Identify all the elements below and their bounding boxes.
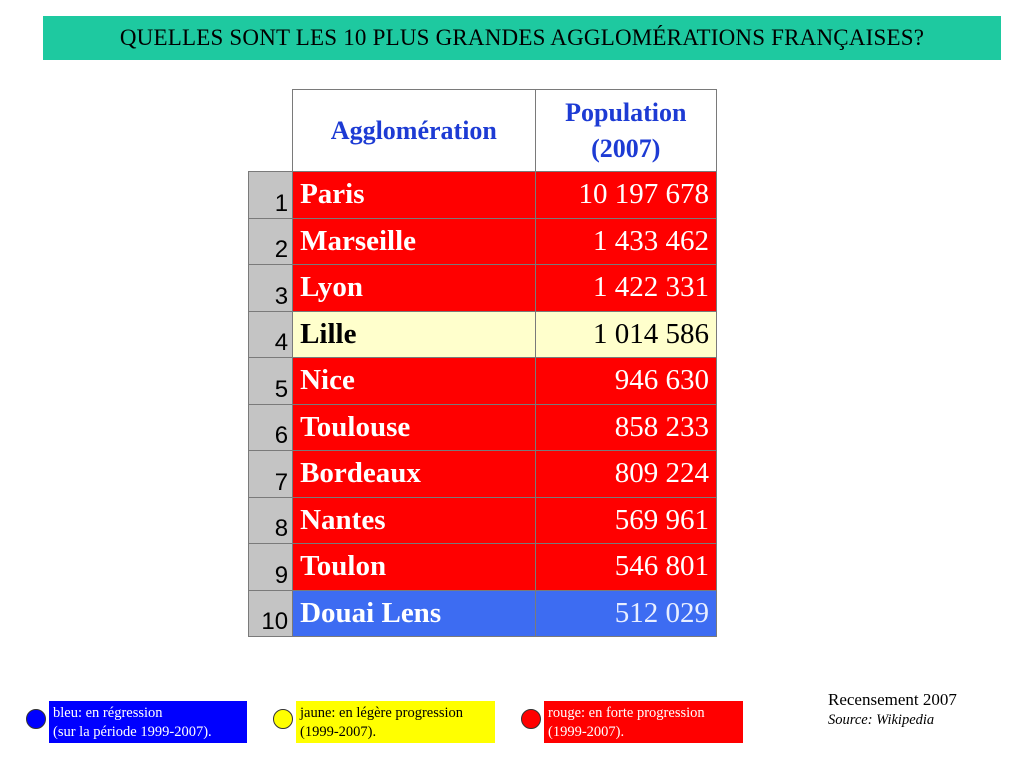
row-rank: 7 — [247, 450, 294, 498]
row-rank: 10 — [247, 589, 294, 637]
table-row: 9 Toulon 546 801 — [247, 543, 718, 591]
header-population-label: Population — [565, 98, 687, 128]
row-population: 1 433 462 — [534, 217, 718, 265]
census-label: Recensement 2007 — [828, 690, 957, 709]
row-agglomeration-name: Toulouse — [292, 403, 536, 451]
row-population: 1 422 331 — [534, 264, 718, 312]
row-rank: 1 — [247, 171, 294, 219]
legend-yellow-line2: (1999-2007). — [300, 724, 377, 740]
yellow-dot-icon — [273, 709, 293, 729]
row-population: 809 224 — [534, 450, 718, 498]
row-rank: 2 — [247, 217, 294, 265]
legend-yellow-line1: jaune: en légère progression — [300, 705, 464, 721]
row-rank: 4 — [247, 310, 294, 358]
row-agglomeration-name: Bordeaux — [292, 450, 536, 498]
row-agglomeration-name: Nice — [292, 357, 536, 405]
row-population: 1 014 586 — [534, 310, 718, 358]
table-row: 3 Lyon 1 422 331 — [247, 264, 718, 312]
row-agglomeration-name: Paris — [292, 171, 536, 219]
row-agglomeration-name: Lille — [292, 310, 536, 358]
row-rank: 8 — [247, 496, 294, 544]
table-row: 6 Toulouse 858 233 — [247, 403, 718, 451]
row-rank: 6 — [247, 403, 294, 451]
row-rank: 3 — [247, 264, 294, 312]
row-population: 569 961 — [534, 496, 718, 544]
red-dot-icon — [521, 709, 541, 729]
legend-blue-line1: bleu: en régression — [53, 705, 163, 721]
table-row: 8 Nantes 569 961 — [247, 496, 718, 544]
table-row: 10 Douai Lens 512 029 — [247, 589, 718, 637]
legend-red-line1: rouge: en forte progression — [548, 705, 705, 721]
row-agglomeration-name: Nantes — [292, 496, 536, 544]
table-row: 5 Nice 946 630 — [247, 357, 718, 405]
legend-yellow: jaune: en légère progression (1999-2007)… — [296, 701, 495, 743]
source-block: Recensement 2007 Source: Wikipedia — [828, 690, 1008, 729]
table-header-row: Agglomération Population (2007) — [248, 89, 718, 172]
table-row: 2 Marseille 1 433 462 — [247, 217, 718, 265]
row-population: 858 233 — [534, 403, 718, 451]
legend-red: rouge: en forte progression (1999-2007). — [544, 701, 743, 743]
row-population: 512 029 — [534, 589, 718, 637]
row-agglomeration-name: Marseille — [292, 217, 536, 265]
row-rank: 5 — [247, 357, 294, 405]
source-label: Source: Wikipedia — [828, 712, 935, 728]
blue-dot-icon — [26, 709, 46, 729]
table-row: 1 Paris 10 197 678 — [247, 171, 718, 219]
legend-blue-line2: (sur la période 1999-2007). — [53, 724, 212, 740]
row-agglomeration-name: Douai Lens — [292, 589, 536, 637]
legend-blue: bleu: en régression (sur la période 1999… — [49, 701, 247, 743]
row-rank: 9 — [247, 543, 294, 591]
header-population-year: (2007) — [591, 133, 661, 163]
row-agglomeration-name: Toulon — [292, 543, 536, 591]
page-title: QUELLES SONT LES 10 PLUS GRANDES AGGLOMÉ… — [43, 16, 1001, 60]
table-row: 7 Bordeaux 809 224 — [247, 450, 718, 498]
agglomeration-table: Agglomération Population (2007) 1 Paris 10… — [247, 89, 718, 639]
legend-red-line2: (1999-2007). — [548, 724, 625, 740]
row-population: 946 630 — [534, 357, 718, 405]
table-row: 4 Lille 1 014 586 — [247, 310, 718, 358]
header-corner-cell — [248, 89, 294, 172]
row-population: 546 801 — [534, 543, 718, 591]
row-population: 10 197 678 — [534, 171, 718, 219]
header-population: Population (2007) — [534, 89, 718, 172]
row-agglomeration-name: Lyon — [292, 264, 536, 312]
header-agglomeration: Agglomération — [292, 89, 536, 172]
